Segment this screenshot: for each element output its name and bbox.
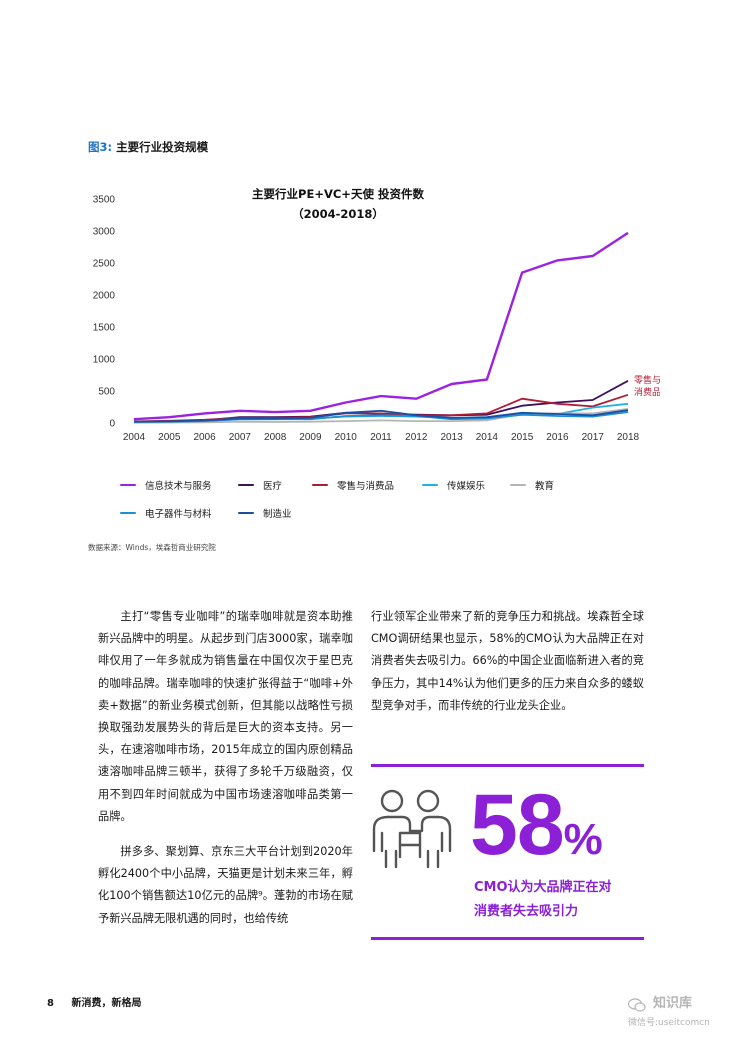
legend-label: 教育 <box>535 481 555 492</box>
y-tick-label: 2500 <box>93 259 116 270</box>
series-line <box>133 409 629 423</box>
stat-number: 58% <box>470 776 603 875</box>
legend-item: 制造业 <box>238 506 292 520</box>
legend-item: 教育 <box>510 478 554 492</box>
meeting-people-icon <box>372 789 452 869</box>
stat-top-rule <box>371 764 644 767</box>
legend-item: 传媒娱乐 <box>422 478 485 492</box>
x-tick-label: 2006 <box>193 432 216 443</box>
x-tick-label: 2012 <box>405 432 428 443</box>
figure-title: 图3: 主要行业投资规模 <box>88 139 208 155</box>
legend-swatch <box>510 483 526 487</box>
series-annotation: 消费品 <box>634 386 660 398</box>
legend-item: 零售与消费品 <box>312 478 394 492</box>
y-tick-label: 1000 <box>93 355 116 366</box>
legend-label: 医疗 <box>263 481 283 492</box>
body-right-column: 行业领军企业带来了新的竞争压力和挑战。埃森哲全球CMO调研结果也显示，58%的C… <box>371 606 644 730</box>
stat-caption: CMO认为大品牌正在对 消费者失去吸引力 <box>474 876 612 924</box>
y-tick-label: 2000 <box>93 291 116 302</box>
figure-title-text: 主要行业投资规模 <box>116 140 209 154</box>
legend-swatch <box>120 483 136 487</box>
y-tick-label: 500 <box>98 387 115 398</box>
series-line <box>133 231 629 421</box>
x-tick-label: 2007 <box>229 432 252 443</box>
page-number: 8 <box>47 998 54 1009</box>
x-tick-label: 2011 <box>370 432 392 443</box>
series-line <box>133 393 629 423</box>
line-chart: 主要行业PE+VC+天使 投资件数 （2004-2018） 0 500 1000 15… <box>93 187 660 443</box>
watermark: 知识库 微信号:useitcomcn <box>627 992 710 1028</box>
y-tick-label: 0 <box>109 419 115 430</box>
body-left-column: 主打“零售专业咖啡”的瑞幸咖啡就是资本助推新兴品牌中的明星。从起步到门店3000… <box>98 606 353 943</box>
x-tick-label: 2014 <box>476 432 499 443</box>
chart-title: 主要行业PE+VC+天使 投资件数 <box>252 187 424 201</box>
stat-percent: % <box>563 815 603 864</box>
x-tick-label: 2017 <box>582 432 605 443</box>
watermark-sub: 微信号:useitcomcn <box>628 1017 710 1028</box>
y-tick-label: 1500 <box>93 323 116 334</box>
x-tick-label: 2008 <box>264 432 287 443</box>
legend-label: 制造业 <box>263 509 292 520</box>
y-tick-label: 3000 <box>93 227 116 238</box>
body-paragraph-2: 拼多多、聚划算、京东三大平台计划到2020年孵化2400个中小品牌，天猫更是计划… <box>98 845 353 925</box>
legend-label: 信息技术与服务 <box>145 481 212 492</box>
legend-swatch <box>422 483 438 487</box>
x-tick-label: 2015 <box>511 432 534 443</box>
y-tick-label: 3500 <box>93 195 116 206</box>
watermark-brand: 知识库 <box>653 996 693 1011</box>
data-source: 数据来源：Winds，埃森哲商业研究院 <box>88 543 216 552</box>
legend-swatch <box>120 511 136 515</box>
legend-swatch <box>312 483 328 487</box>
x-tick-label: 2013 <box>440 432 463 443</box>
stat-bottom-rule <box>371 937 644 940</box>
x-tick-label: 2016 <box>546 432 569 443</box>
x-tick-label: 2018 <box>617 432 640 443</box>
x-tick-label: 2009 <box>299 432 322 443</box>
legend-item: 信息技术与服务 <box>120 478 212 492</box>
legend-item: 医疗 <box>238 478 282 492</box>
legend-swatch <box>238 483 254 487</box>
x-tick-label: 2005 <box>158 432 181 443</box>
legend-label: 电子器件与材料 <box>145 509 212 520</box>
stat-caption-line-1: CMO认为大品牌正在对 <box>474 880 612 895</box>
page-footer: 8 新消费，新格局 <box>47 994 141 1009</box>
series-annotation: 零售与 <box>634 374 660 386</box>
body-paragraph-3: 行业领军企业带来了新的竞争压力和挑战。埃森哲全球CMO调研结果也显示，58%的C… <box>371 610 644 712</box>
legend-label: 传媒娱乐 <box>447 481 486 492</box>
body-paragraph-1: 主打“零售专业咖啡”的瑞幸咖啡就是资本助推新兴品牌中的明星。从起步到门店3000… <box>98 610 353 823</box>
figure-label: 图3: <box>88 140 113 154</box>
wechat-icon <box>627 997 646 1012</box>
legend-swatch <box>238 511 254 515</box>
stat-caption-line-2: 消费者失去吸引力 <box>474 904 579 919</box>
legend-item: 电子器件与材料 <box>120 506 212 520</box>
publication-title: 新消费，新格局 <box>71 998 142 1009</box>
x-tick-label: 2010 <box>335 432 358 443</box>
chart-subtitle: （2004-2018） <box>292 207 384 221</box>
legend-label: 零售与消费品 <box>337 481 395 492</box>
x-tick-label: 2004 <box>123 432 146 443</box>
stat-value: 58 <box>470 777 565 873</box>
